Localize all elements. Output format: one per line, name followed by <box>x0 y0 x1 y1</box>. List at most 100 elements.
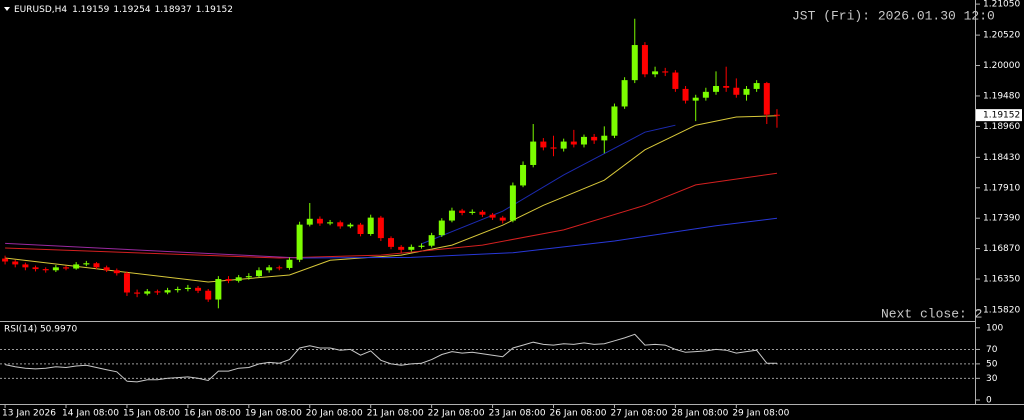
candle-body <box>540 141 547 148</box>
rsi-title: RSI(14) 50.9970 <box>4 325 77 335</box>
candle-body <box>570 141 577 145</box>
x-tick-label: 29 Jan 08:00 <box>732 409 789 419</box>
candle-body <box>195 287 202 291</box>
rsi-tick-label: 70 <box>986 345 998 355</box>
candle-body <box>52 267 59 271</box>
candle-body <box>205 290 212 300</box>
candle-body <box>316 218 323 224</box>
menu-arrow[interactable] <box>4 7 10 11</box>
candle-body <box>418 245 425 247</box>
rsi-tick-label: 30 <box>986 374 998 384</box>
candle-body <box>144 291 151 294</box>
candle-body <box>63 267 70 269</box>
candle-body <box>286 259 293 268</box>
x-tick-label: 15 Jan 08:00 <box>123 409 180 419</box>
candle-body <box>560 141 567 149</box>
candle-body <box>225 279 232 281</box>
candle-body <box>773 114 780 116</box>
candle-body <box>123 273 130 293</box>
candle-body <box>154 291 161 293</box>
candle-body <box>743 88 750 95</box>
candle-body <box>134 292 141 294</box>
candle-body <box>733 87 740 95</box>
candle-body <box>255 270 262 277</box>
candle-body <box>73 264 80 269</box>
candle-body <box>499 217 506 221</box>
candle-body <box>662 71 669 73</box>
symbol-header: EURUSD,H4 1.19159 1.19254 1.18937 1.19152 <box>14 5 233 15</box>
header-open: 1.19159 <box>72 5 109 15</box>
countdown: Next close: 2 <box>881 306 982 321</box>
candle-body <box>763 83 770 115</box>
candle-body <box>652 71 659 75</box>
candle-body <box>347 224 354 227</box>
y-tick-label: 1.17390 <box>983 214 1020 224</box>
candle-body <box>266 267 273 271</box>
candle-body <box>2 258 9 262</box>
candle-body <box>459 210 466 213</box>
header-high: 1.19254 <box>113 5 150 15</box>
candle-body <box>469 211 476 213</box>
candle-body <box>509 185 516 221</box>
candle-body <box>713 85 720 92</box>
candle-body <box>611 106 618 136</box>
candle-body <box>215 279 222 300</box>
y-tick-label: 1.21050 <box>983 0 1020 10</box>
candle-body <box>327 222 334 224</box>
candle-body <box>12 261 19 265</box>
candle-body <box>296 224 303 260</box>
y-tick-label: 1.18430 <box>983 153 1020 163</box>
y-tick-label: 1.15820 <box>983 306 1020 316</box>
y-tick-label: 1.16350 <box>983 275 1020 285</box>
candle-body <box>83 263 90 265</box>
candle-body <box>22 264 29 268</box>
y-tick-label: 1.20000 <box>983 61 1020 71</box>
moving-average <box>5 115 778 283</box>
candle-body <box>245 276 252 278</box>
candle-body <box>723 85 730 88</box>
candle-body <box>42 269 49 271</box>
rsi-tick-label: 0 <box>986 395 992 405</box>
clock: JST (Fri): 2026.01.30 12:0 <box>792 8 995 23</box>
candle-body <box>408 246 415 250</box>
candle-body <box>184 287 191 289</box>
candle-body <box>448 210 455 221</box>
rsi-line <box>4 333 777 383</box>
y-tick-label: 1.16870 <box>983 244 1020 254</box>
candle-body <box>682 88 689 101</box>
candle-body <box>306 218 313 225</box>
x-tick-label: 28 Jan 08:00 <box>671 409 728 419</box>
candle-body <box>438 220 445 236</box>
candle-body <box>702 91 709 98</box>
candle-body <box>530 141 537 165</box>
candle-body <box>377 217 384 239</box>
candle-body <box>398 246 405 250</box>
candle-body <box>235 277 242 281</box>
candle-body <box>276 267 283 269</box>
x-tick-label: 13 Jan 2026 <box>2 409 56 419</box>
x-tick-label: 19 Jan 08:00 <box>245 409 302 419</box>
candle-body <box>357 224 364 235</box>
moving-average <box>299 217 778 259</box>
candle-body <box>580 136 587 145</box>
candle-body <box>103 267 110 271</box>
x-tick-label: 26 Jan 08:00 <box>550 409 607 419</box>
header-low: 1.18937 <box>155 5 192 15</box>
moving-average <box>421 124 676 245</box>
candle-body <box>479 211 486 215</box>
candle-body <box>113 270 120 274</box>
candle-body <box>591 136 598 141</box>
x-tick-label: 27 Jan 08:00 <box>610 409 667 419</box>
candle-body <box>164 290 171 293</box>
candle-body <box>174 288 181 291</box>
candle-body <box>93 263 100 268</box>
candle-body <box>550 147 557 149</box>
candle-body <box>489 214 496 218</box>
candle-body <box>672 72 679 89</box>
y-tick-label: 1.19480 <box>983 91 1020 101</box>
y-tick-label: 1.20520 <box>983 31 1020 41</box>
candle-body <box>641 45 648 75</box>
x-tick-label: 21 Jan 08:00 <box>367 409 424 419</box>
